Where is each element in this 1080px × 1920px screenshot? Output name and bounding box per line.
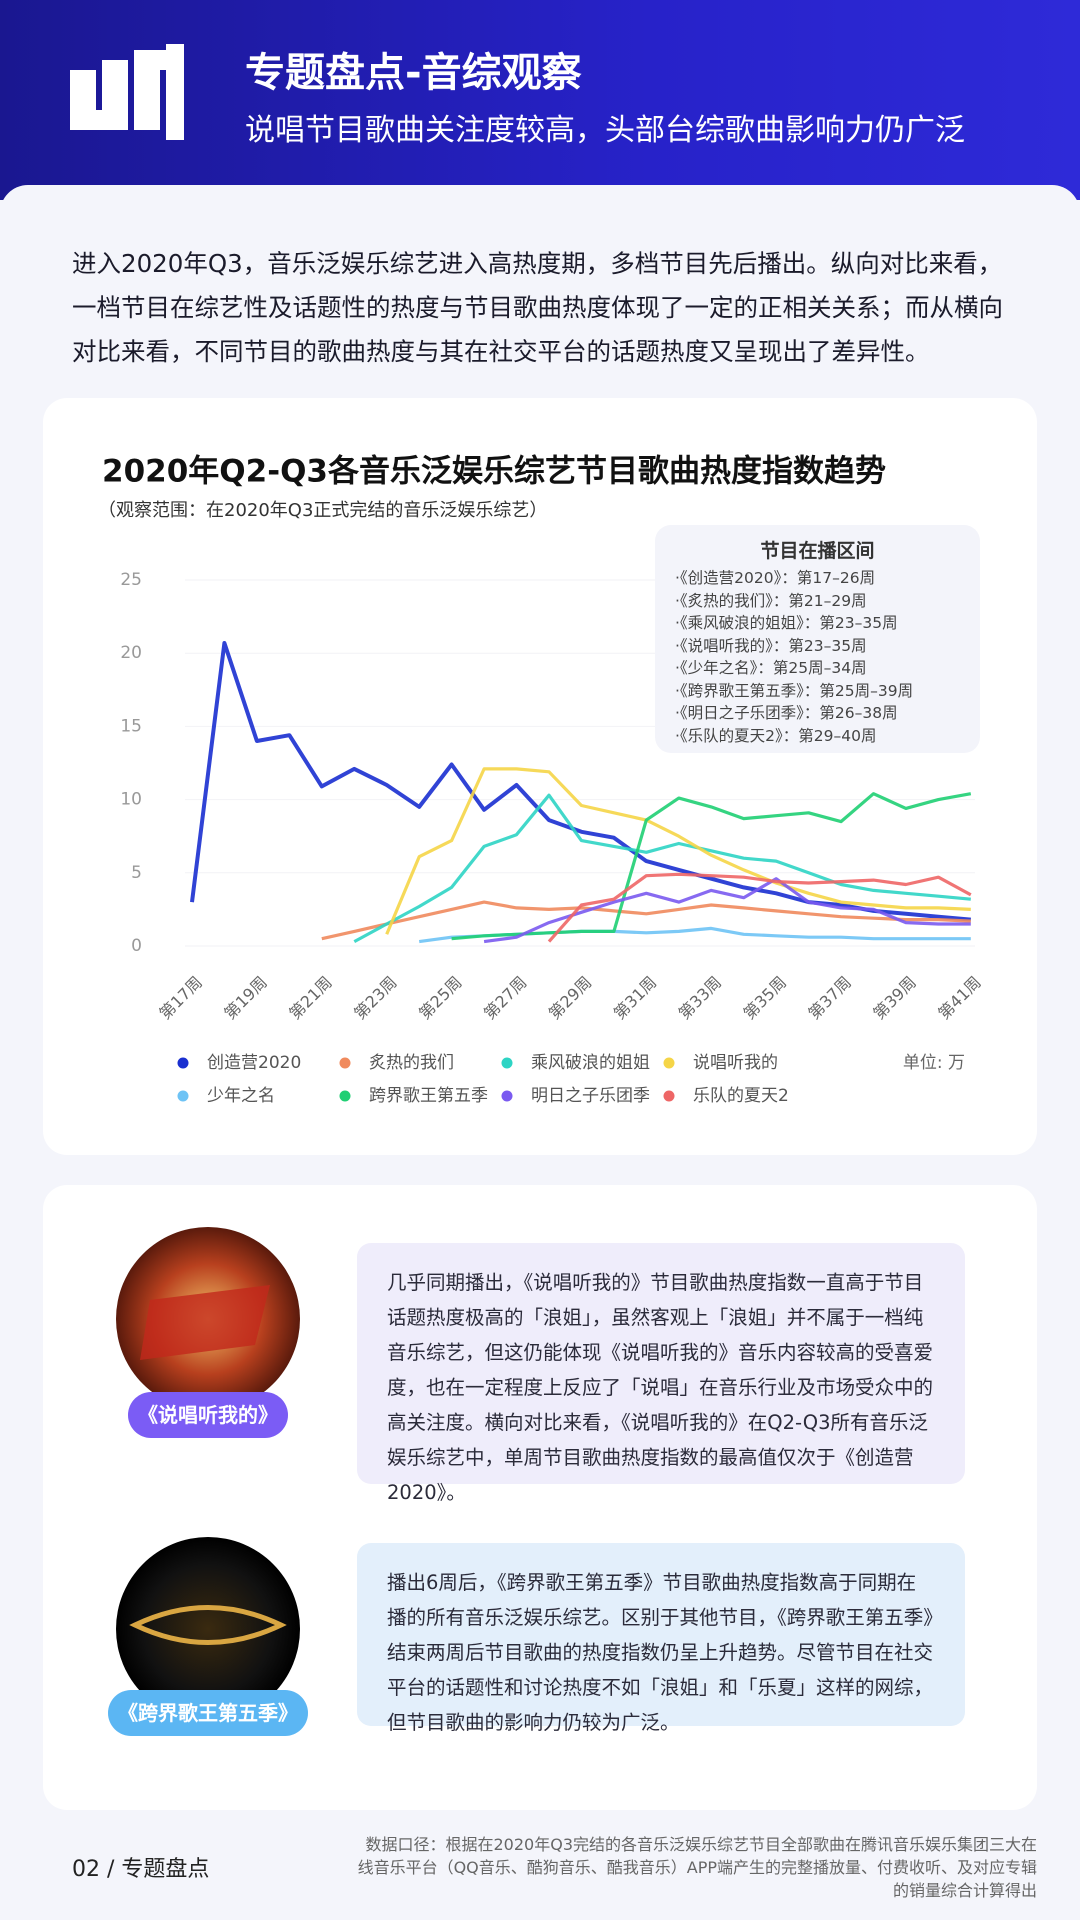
logo (70, 44, 184, 140)
legend-swatch (177, 1057, 189, 1069)
x-tick-label: 第37周 (805, 973, 855, 1023)
legend-label: 炙热的我们 (369, 1053, 454, 1073)
x-tick-label: 第27周 (480, 973, 530, 1023)
legend-label: 说唱听我的 (693, 1053, 778, 1073)
x-tick-label: 第35周 (740, 973, 790, 1023)
series-line (385, 767, 971, 935)
legend-label: 少年之名 (207, 1086, 275, 1106)
series-line (483, 877, 971, 944)
badge: 《说唱听我的》 (128, 1392, 288, 1438)
x-tick-label: 第39周 (869, 973, 919, 1023)
y-tick-label: 20 (120, 643, 142, 663)
y-tick-label: 25 (120, 570, 142, 590)
chart: 2020年Q2-Q3各音乐泛娱乐综艺节目歌曲热度指数趋势 （观察范围：在2020… (98, 454, 985, 1107)
x-tick-label: 第31周 (610, 973, 660, 1023)
schedule-item: ·《说唱听我的》：第23–35周 (675, 636, 867, 655)
x-tick-label: 第29周 (545, 973, 595, 1023)
legend-swatch (177, 1090, 189, 1102)
chart-subtitle: （观察范围：在2020年Q3正式完结的音乐泛娱乐综艺） (98, 500, 547, 521)
legend-label: 明日之子乐团季 (531, 1086, 650, 1106)
series-line (190, 641, 971, 922)
legend-label: 创造营2020 (207, 1053, 301, 1073)
legend-swatch (501, 1090, 513, 1102)
schedule-item: ·《炙热的我们》：第21–29周 (675, 591, 867, 610)
x-tick-label: 第17周 (156, 973, 206, 1023)
x-tick-label: 第41周 (934, 973, 984, 1023)
schedule-title: 节目在播区间 (760, 540, 875, 562)
page-label: 02 / 专题盘点 (72, 1857, 210, 1882)
y-tick-label: 15 (120, 716, 142, 736)
x-tick-label: 第21周 (285, 973, 335, 1023)
legend-swatch (339, 1057, 351, 1069)
series-line (547, 872, 972, 943)
schedule-item: ·《创造营2020》：第17–26周 (675, 569, 876, 587)
legend-swatch (663, 1090, 675, 1102)
series-line (451, 792, 972, 941)
legend-swatch (663, 1057, 675, 1069)
title: 专题盘点-音综观察 (245, 50, 582, 96)
y-tick-label: 10 (120, 790, 142, 810)
schedule-item: ·《明日之子乐团季》：第26–38周 (675, 704, 898, 722)
series-line (321, 900, 971, 941)
badge: 《跨界歌王第五季》 (108, 1690, 308, 1736)
legend-label: 跨界歌王第五季 (369, 1086, 488, 1106)
series-line (353, 793, 971, 944)
x-tick-label: 第25周 (415, 973, 465, 1023)
schedule-box: 节目在播区间 ·《创造营2020》：第17–26周 ·《炙热的我们》：第21–29… (655, 525, 980, 753)
x-tick-label: 第23周 (350, 973, 400, 1023)
y-tick-label: 0 (131, 936, 142, 956)
legend-swatch (501, 1057, 513, 1069)
x-tick-label: 第33周 (675, 973, 725, 1023)
note-text: 几乎同期播出，《说唱听我的》节目歌曲热度指数一直高于节目话题热度极高的「浪姐」，… (357, 1243, 965, 1504)
intro: 进入2020年Q3，音乐泛娱乐综艺进入高热度期，多档节目先后播出。纵向对比来看，… (72, 249, 1003, 366)
schedule-item: ·《少年之名》：第25周–34周 (675, 659, 867, 677)
unit: 单位: 万 (903, 1053, 965, 1073)
schedule-item: ·《跨界歌王第五季》：第25周–39周 (675, 681, 914, 700)
schedule-item: ·《乘风破浪的姐姐》：第23–35周 (675, 614, 898, 632)
legend-label: 乘风破浪的姐姐 (531, 1053, 650, 1073)
note-text: 播出6周后，《跨界歌王第五季》节目歌曲热度指数高于同期在播的所有音乐泛娱乐综艺。… (357, 1543, 965, 1734)
legend-swatch (339, 1090, 351, 1102)
schedule-item: ·《乐队的夏天2》：第29–40周 (675, 726, 877, 745)
x-tick-label: 第19周 (220, 973, 270, 1023)
legend-label: 乐队的夏天2 (693, 1086, 789, 1106)
subtitle: 说唱节目歌曲关注度较高，头部台综歌曲影响力仍广泛 (245, 113, 965, 148)
source: 数据口径：根据在2020年Q3完结的各音乐泛娱乐综艺节目全部歌曲在腾讯音乐娱乐集… (357, 1835, 1037, 1900)
chart-title: 2020年Q2-Q3各音乐泛娱乐综艺节目歌曲热度指数趋势 (102, 454, 886, 490)
y-tick-label: 5 (131, 863, 142, 883)
header: 专题盘点-音综观察 说唱节目歌曲关注度较高，头部台综歌曲影响力仍广泛 (0, 0, 1080, 200)
